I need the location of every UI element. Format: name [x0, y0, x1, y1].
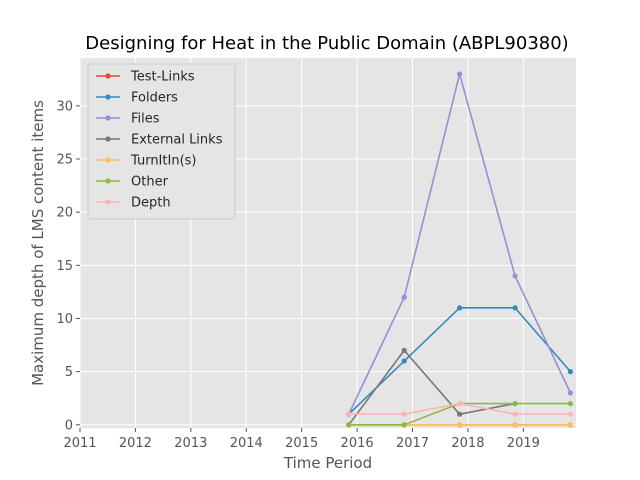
data-point: [567, 411, 574, 417]
legend-marker: [105, 73, 111, 79]
y-tick-label: 10: [56, 312, 73, 327]
legend-marker: [105, 199, 111, 205]
y-tick-label: 5: [65, 365, 73, 380]
x-tick-label: 2015: [285, 436, 318, 451]
legend-item: External Links: [96, 133, 223, 148]
legend-item: TurnItIn(s): [96, 154, 196, 169]
data-point: [457, 71, 463, 77]
data-point: [512, 422, 518, 428]
data-point: [401, 347, 407, 353]
data-point: [346, 422, 352, 428]
data-point: [567, 422, 574, 428]
data-point: [512, 400, 518, 407]
data-point: [567, 369, 574, 375]
data-point: [512, 305, 518, 311]
legend-marker: [105, 136, 111, 142]
x-tick-label: 2013: [174, 436, 207, 451]
x-tick-label: 2016: [341, 436, 374, 451]
data-point: [401, 294, 407, 300]
legend-frame: [87, 63, 236, 220]
y-tick-label: 25: [56, 153, 73, 168]
legend: Test-Links Folders Files External Links Turn…: [87, 63, 236, 220]
data-point: [457, 411, 463, 417]
legend-marker: [105, 157, 111, 163]
series-depth: [346, 400, 574, 417]
x-tick-label: 2011: [63, 436, 96, 451]
data-point: [567, 390, 574, 396]
y-tick-label: 15: [56, 259, 73, 274]
data-point: [346, 411, 352, 417]
legend-item: Files: [96, 112, 160, 127]
legend-marker: [105, 115, 111, 121]
x-tick-label: 2018: [451, 436, 484, 451]
data-point: [457, 422, 463, 428]
legend-item: Folders: [96, 91, 178, 106]
legend-item: Test-Links: [96, 70, 195, 85]
y-tick-label: 20: [56, 206, 73, 221]
y-tick-label: 30: [56, 99, 73, 114]
legend-label: Files: [131, 112, 160, 127]
y-axis: 0 5 10 15 20 25 30: [56, 99, 80, 433]
legend-label: Folders: [131, 91, 178, 106]
legend-marker: [105, 178, 111, 184]
data-point: [512, 273, 518, 279]
data-point: [512, 411, 518, 417]
data-point: [457, 305, 463, 311]
data-point: [401, 422, 407, 428]
x-tick-label: 2019: [507, 436, 540, 451]
data-point: [457, 400, 463, 407]
x-axis-label: Time Period: [283, 454, 372, 472]
x-tick-label: 2014: [230, 436, 263, 451]
y-tick-label: 0: [65, 418, 73, 433]
x-tick-label: 2017: [396, 436, 429, 451]
y-axis-label: Maximum depth of LMS content items: [29, 100, 47, 386]
data-point: [401, 411, 407, 417]
x-tick-label: 2012: [119, 436, 152, 451]
legend-label: External Links: [131, 133, 223, 148]
chart-title: Designing for Heat in the Public Domain …: [85, 33, 568, 54]
data-point: [401, 358, 407, 364]
legend-item: Other: [96, 175, 169, 190]
legend-label: Depth: [131, 196, 171, 211]
series-group: [346, 71, 574, 428]
legend-label: TurnItIn(s): [130, 154, 196, 169]
data-point: [567, 400, 574, 407]
legend-item: Depth: [96, 196, 171, 211]
legend-marker: [105, 94, 111, 100]
legend-label: Other: [131, 175, 169, 190]
legend-label: Test-Links: [130, 70, 195, 85]
x-axis: 2011 2012 2013 2014 2015 2016 2017 2018 2019: [63, 428, 540, 451]
